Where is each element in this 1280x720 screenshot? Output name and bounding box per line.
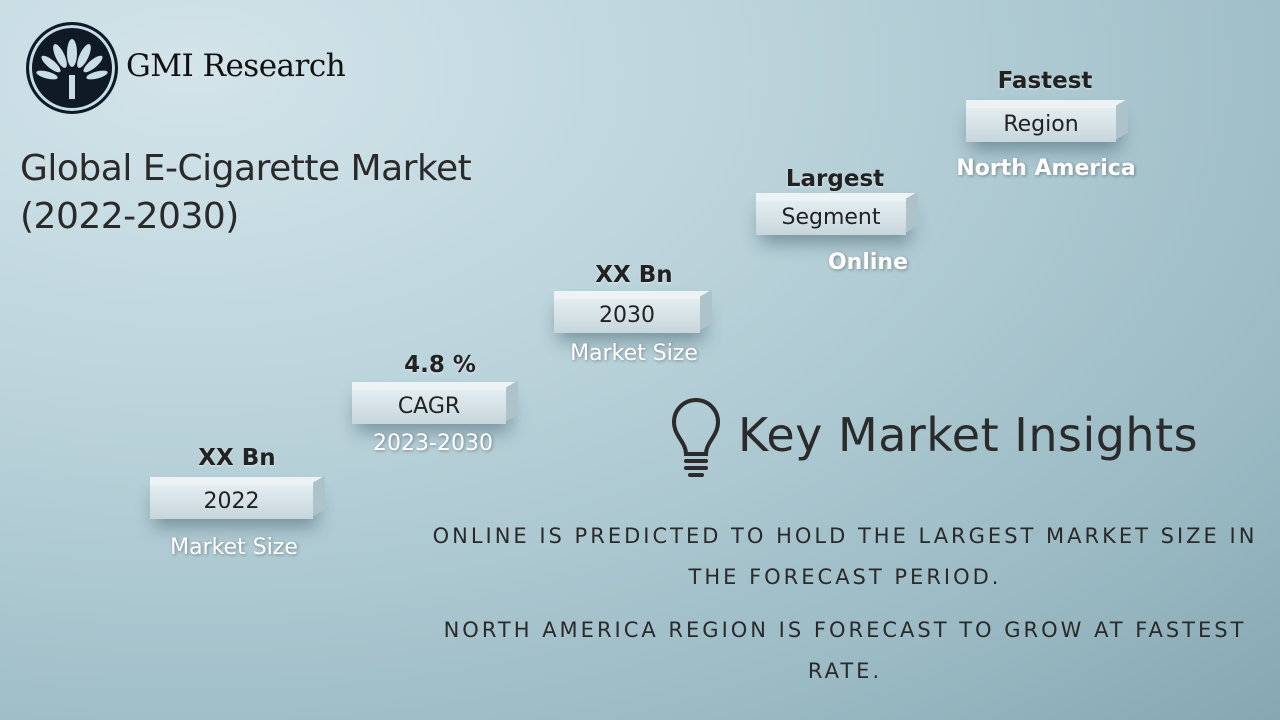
brand-name: GMI Research [126,48,346,84]
step-5-box: Region [966,100,1128,142]
step-2-caption: 2023-2030 [373,431,493,456]
step-1-value: XX Bn [198,445,276,471]
step-3-caption: Market Size [570,341,698,366]
step-4-value: Largest [785,166,885,192]
step-3-box: 2030 [554,291,712,333]
title-line-1: Global E-Cigarette Market [20,148,472,189]
step-3-value: XX Bn [595,262,673,288]
step-5-value: Fastest [997,68,1093,94]
palm-leaf-icon [36,39,108,99]
lightbulb-icon [671,398,721,477]
step-4-box: Segment [756,193,918,235]
step-1-caption: Market Size [170,535,298,560]
step-5-caption: North America [956,156,1136,181]
gmi-logo [26,22,118,114]
step-2-value: 4.8 % [404,352,476,378]
insights-heading: Key Market Insights [738,408,1199,462]
insight-1: ONLINE IS PREDICTED TO HOLD THE LARGEST … [432,524,1258,589]
page-title: Global E-Cigarette Market (2022-2030) [20,145,472,241]
insight-2: NORTH AMERICA REGION IS FORECAST TO GROW… [443,618,1247,683]
step-4-caption: Online [827,250,909,275]
step-2-box: CAGR [352,382,518,424]
step-1-box: 2022 [150,477,325,519]
title-line-2: (2022-2030) [20,196,239,237]
